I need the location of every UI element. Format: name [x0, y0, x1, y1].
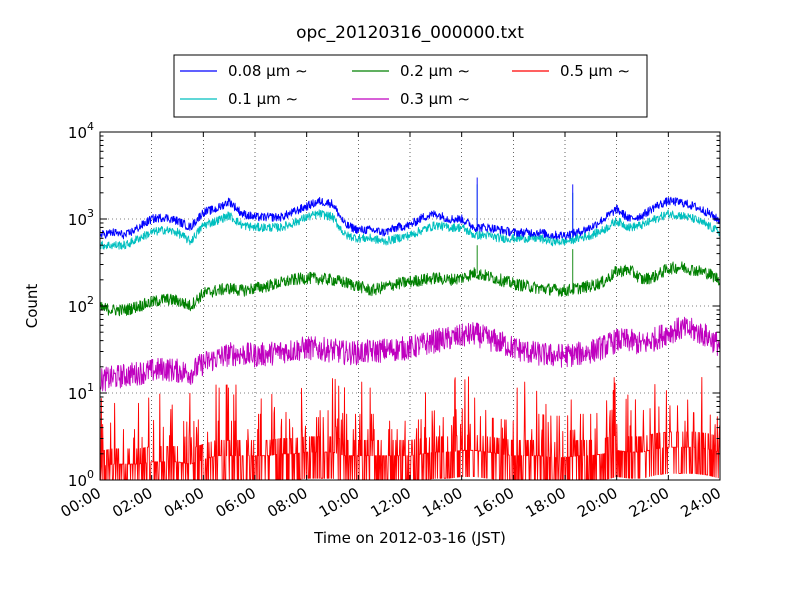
y-tick-label: 103	[68, 207, 94, 229]
legend-label-2: 0.2 μm ∼	[400, 62, 470, 80]
series-line-0	[99, 177, 721, 240]
y-tick-label: 101	[68, 381, 94, 403]
plot-area	[99, 131, 721, 481]
x-axis-label: Time on 2012-03-16 (JST)	[313, 529, 506, 547]
legend-label-0: 0.08 μm ∼	[228, 62, 308, 80]
series-line-3	[99, 316, 721, 392]
y-tick-label: 104	[68, 120, 94, 142]
legend: 0.08 μm ∼ 0.1 μm ∼ 0.2 μm ∼ 0.3 μm ∼ 0.5 μm …	[173, 54, 648, 118]
legend-label-1: 0.1 μm ∼	[228, 90, 298, 108]
y-axis-label: Count	[23, 284, 41, 329]
legend-box	[173, 54, 648, 118]
grid	[100, 132, 720, 480]
y-tick-label: 100	[68, 468, 94, 490]
y-tick-label: 102	[68, 294, 94, 316]
series-layer	[99, 177, 721, 481]
y-tick-labels: 100 101 102 103 104	[68, 120, 94, 490]
legend-label-4: 0.5 μm ∼	[560, 62, 630, 80]
axis-ticks	[99, 131, 721, 481]
series-line-2	[99, 245, 721, 317]
chart-title: opc_20120316_000000.txt	[296, 23, 524, 43]
legend-label-3: 0.3 μm ∼	[400, 90, 470, 108]
